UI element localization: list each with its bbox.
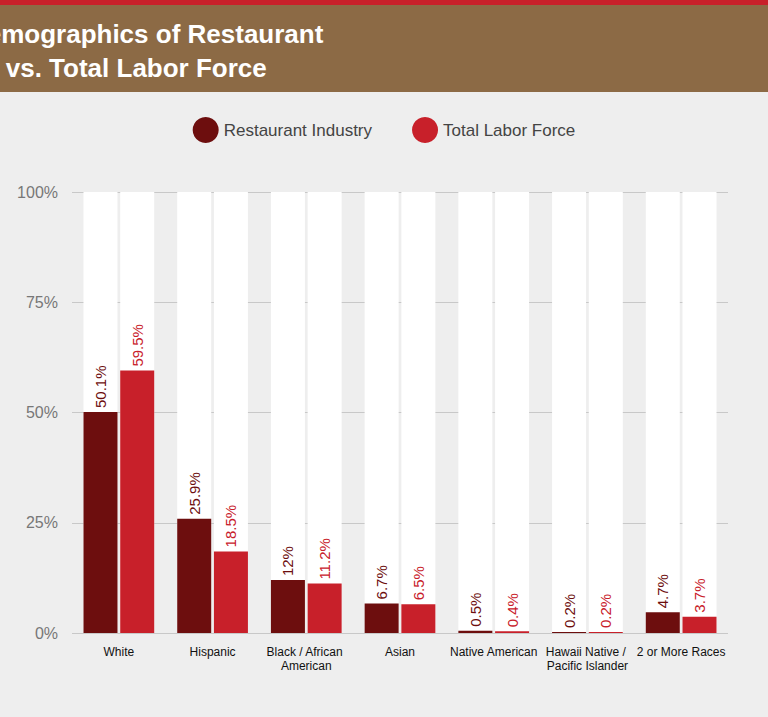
svg-text:6.5%: 6.5% xyxy=(410,566,427,600)
svg-text:59.5%: 59.5% xyxy=(129,324,146,367)
svg-text:4.7%: 4.7% xyxy=(654,574,671,608)
svg-text:12%: 12% xyxy=(279,546,296,576)
svg-text:Employees vs. Total Labor Forc: Employees vs. Total Labor Force xyxy=(0,53,267,83)
svg-text:Hawaii Native /: Hawaii Native / xyxy=(546,645,629,659)
svg-text:0.2%: 0.2% xyxy=(597,594,614,628)
svg-text:25%: 25% xyxy=(26,514,58,531)
svg-text:0%: 0% xyxy=(35,625,58,642)
svg-text:Pacific Islander: Pacific Islander xyxy=(547,659,628,673)
svg-text:Total Labor Force: Total Labor Force xyxy=(443,121,575,140)
svg-text:25.9%: 25.9% xyxy=(186,472,203,515)
svg-text:75%: 75% xyxy=(26,294,58,311)
svg-text:Native American: Native American xyxy=(450,645,537,659)
svg-text:11.2%: 11.2% xyxy=(316,538,333,579)
svg-text:Asian: Asian xyxy=(385,645,415,659)
svg-text:0.5%: 0.5% xyxy=(467,593,484,627)
svg-text:0.4%: 0.4% xyxy=(504,593,521,627)
svg-text:18.5%: 18.5% xyxy=(222,505,239,548)
svg-text:50%: 50% xyxy=(26,404,58,421)
svg-text:American: American xyxy=(281,659,332,673)
svg-text:Hispanic: Hispanic xyxy=(190,645,236,659)
svg-text:Racial/Ethnic Demographics of: Racial/Ethnic Demographics of Restaurant xyxy=(0,19,331,49)
svg-text:White: White xyxy=(104,645,135,659)
svg-text:6.7%: 6.7% xyxy=(373,565,390,599)
svg-text:0.2%: 0.2% xyxy=(561,594,578,628)
svg-text:2 or More Races: 2 or More Races xyxy=(637,645,726,659)
svg-text:100%: 100% xyxy=(17,184,58,201)
svg-text:3.7%: 3.7% xyxy=(691,578,708,612)
svg-text:Restaurant Industry: Restaurant Industry xyxy=(224,121,373,140)
svg-text:50.1%: 50.1% xyxy=(92,366,109,409)
svg-text:Black / African: Black / African xyxy=(267,645,346,659)
